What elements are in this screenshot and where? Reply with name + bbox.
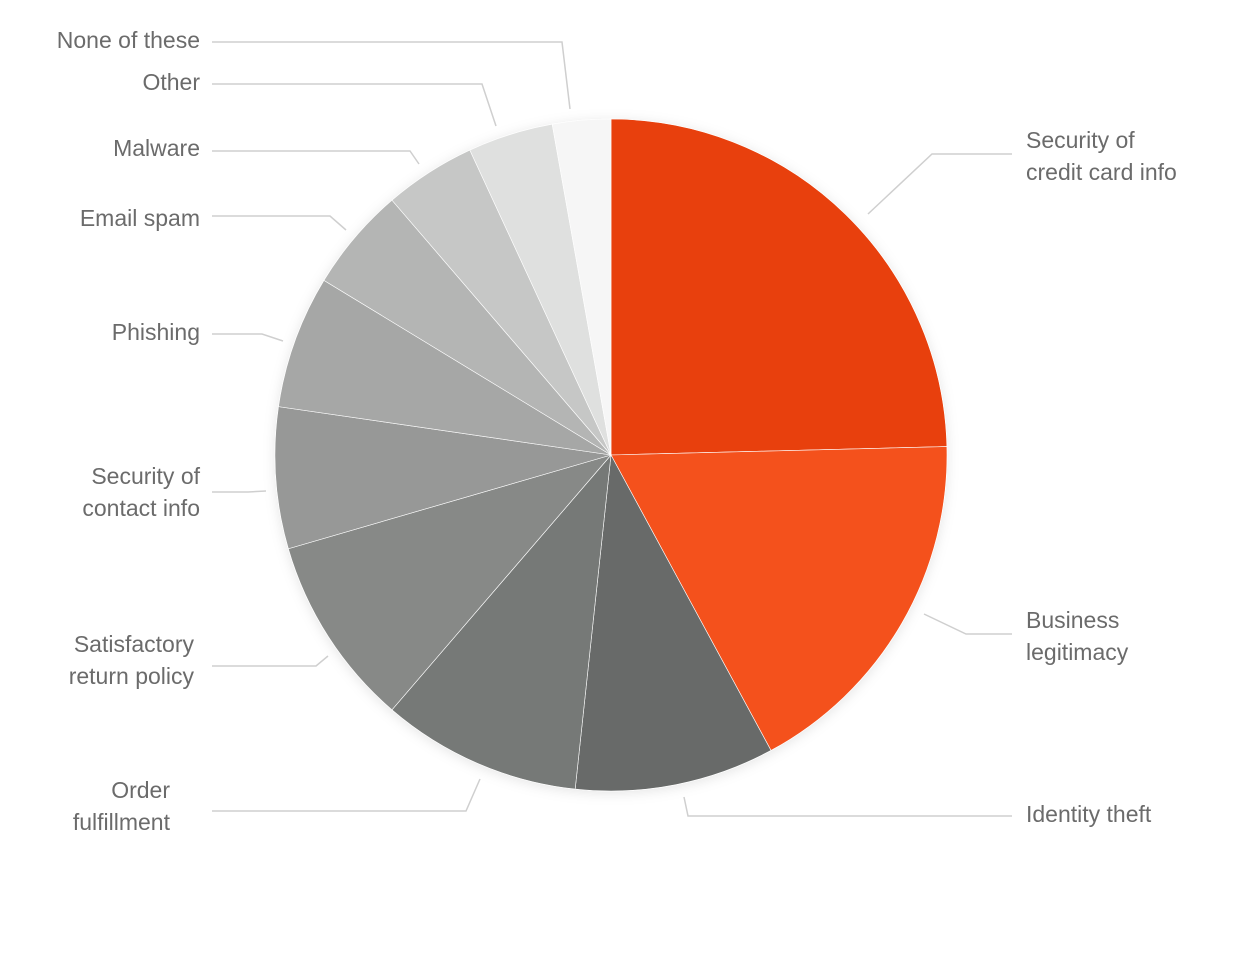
pie-slice-business-legitimacy	[610, 446, 948, 751]
slice-label: None of these	[57, 27, 200, 53]
pie-slice-identity-theft	[574, 454, 772, 792]
slice-label: Malware	[113, 135, 200, 161]
leader-line	[212, 150, 420, 165]
leader-line	[683, 796, 1012, 817]
slice-label: Identity theft	[1026, 801, 1152, 827]
slice-label: Security of credit card info	[1026, 127, 1177, 185]
slice-label: Phishing	[112, 319, 200, 345]
pie-slice-none-of-these	[551, 118, 612, 456]
leader-line	[212, 215, 347, 231]
pie-slice-security-of-contact-info	[274, 406, 612, 550]
leader-line	[212, 83, 497, 127]
pie-slice-phishing	[278, 279, 612, 456]
slice-label: Security of contact info	[82, 463, 200, 521]
pie-slice-satisfactory-return-policy	[287, 454, 612, 711]
leader-line	[923, 613, 1012, 635]
leader-line	[867, 153, 1012, 215]
leader-line	[212, 778, 481, 812]
slice-label: Business legitimacy	[1026, 607, 1129, 665]
slice-label: Satisfactory return policy	[69, 631, 195, 689]
pie-slice-order-fulfillment	[391, 454, 612, 790]
leader-line	[212, 333, 284, 342]
leader-line	[212, 490, 267, 493]
slice-label: Email spam	[80, 205, 200, 231]
slice-label: Order fulfillment	[73, 777, 171, 835]
pie-slice-security-of-credit-card-info	[610, 118, 948, 456]
leader-line	[212, 41, 571, 110]
leader-line	[212, 655, 329, 667]
slice-label: Other	[142, 69, 200, 95]
